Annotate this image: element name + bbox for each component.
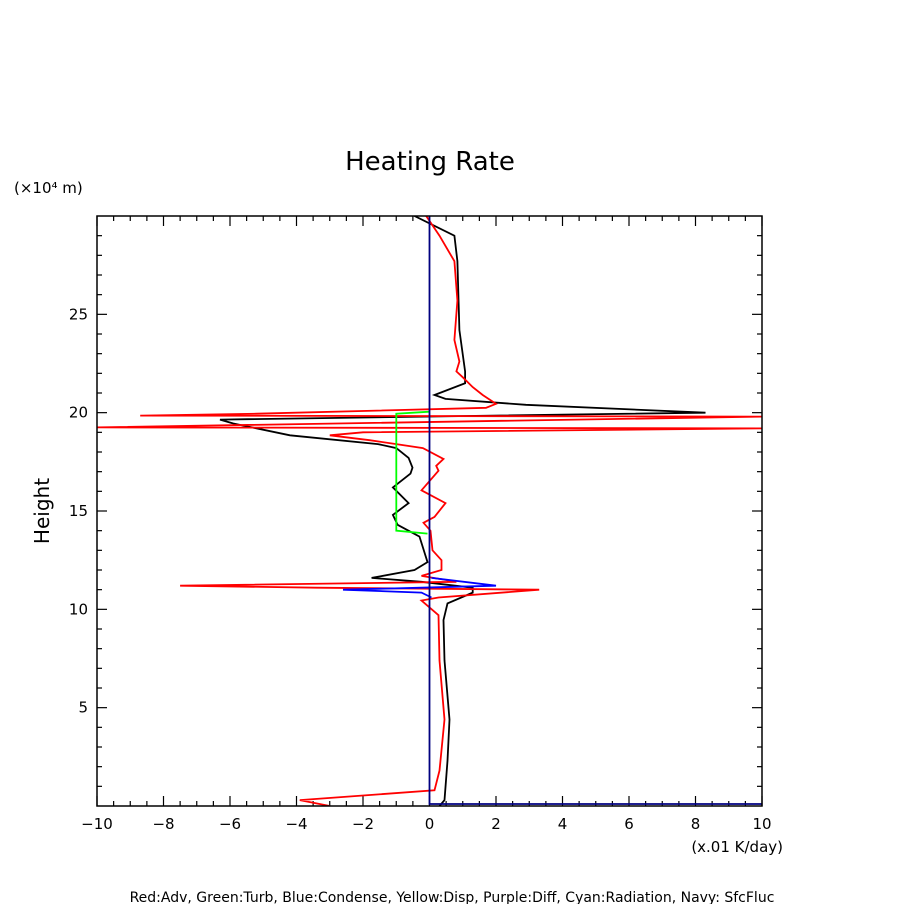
legend-text: Red:Adv, Green:Turb, Blue:Condense, Yell… [130, 890, 775, 904]
series-line-turb [395, 410, 430, 535]
series-lines [97, 216, 762, 806]
y-tick-label: 15 [69, 502, 88, 520]
series-line-condense [342, 577, 497, 599]
series-line-sfcfluc [428, 216, 762, 805]
x-tick-label: −10 [81, 815, 113, 833]
series-line-total [219, 216, 706, 806]
x-tick-label: 0 [425, 815, 435, 833]
y-tick-label: 5 [78, 699, 88, 717]
x-axis-label: (x.01 K/day) [691, 838, 783, 856]
x-tick-label: −2 [352, 815, 374, 833]
y-axis-label: Height [30, 478, 54, 544]
axis-ticks: −10 −8 −6 −4 −2 0 2 4 6 8 10 5 10 15 20 25 [69, 216, 772, 833]
x-tick-label: 2 [491, 815, 501, 833]
x-tick-label: 4 [558, 815, 568, 833]
x-tick-label: −4 [285, 815, 307, 833]
y-tick-label: 10 [69, 600, 88, 618]
y-tick-label: 20 [69, 404, 88, 422]
x-tick-label: −6 [219, 815, 241, 833]
y-tick-label: 25 [69, 305, 88, 323]
x-tick-label: −8 [152, 815, 174, 833]
y-unit-label: (×10⁴ m) [14, 179, 83, 197]
x-tick-label: 10 [752, 815, 771, 833]
series-line-adv [97, 216, 762, 806]
plot-frame [96, 215, 763, 807]
chart-title: Heating Rate [345, 147, 515, 177]
x-tick-label: 6 [624, 815, 634, 833]
x-tick-label: 8 [691, 815, 701, 833]
